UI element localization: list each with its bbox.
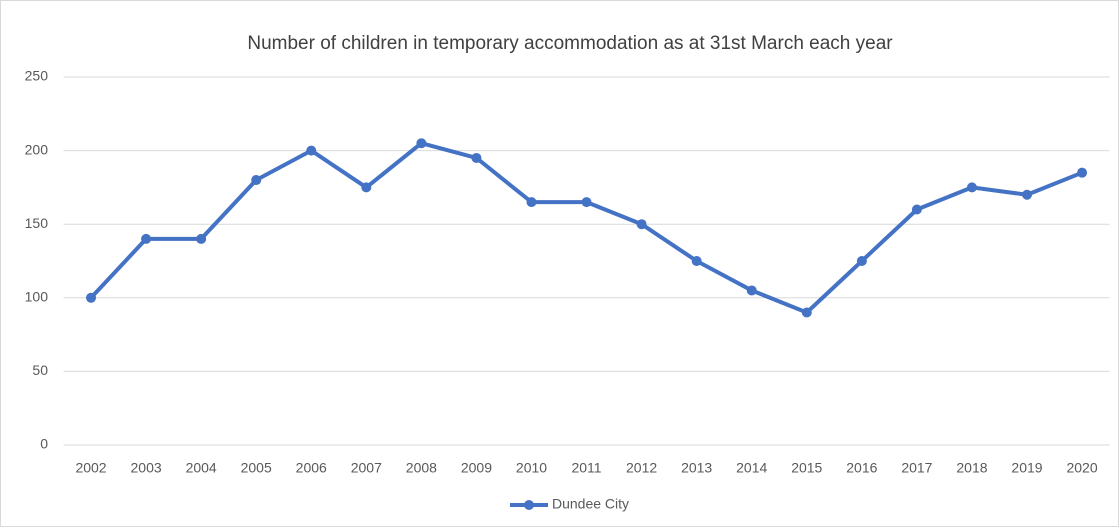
y-tick-label: 200 xyxy=(25,141,49,157)
data-point xyxy=(361,182,372,193)
data-point xyxy=(306,145,317,156)
x-tick-label: 2015 xyxy=(791,460,822,476)
data-point xyxy=(581,197,592,208)
data-point xyxy=(1022,189,1033,200)
x-tick-label: 2013 xyxy=(681,460,712,476)
data-point xyxy=(416,138,427,149)
x-tick-label: 2020 xyxy=(1066,460,1097,476)
y-tick-label: 100 xyxy=(25,289,49,305)
x-tick-label: 2008 xyxy=(406,460,437,476)
x-tick-label: 2006 xyxy=(296,460,327,476)
y-tick-label: 0 xyxy=(40,436,48,452)
data-point xyxy=(636,219,647,230)
data-point xyxy=(966,182,977,193)
x-tick-label: 2002 xyxy=(75,460,106,476)
x-tick-label: 2019 xyxy=(1011,460,1042,476)
legend-marker xyxy=(524,500,534,510)
x-tick-label: 2005 xyxy=(241,460,272,476)
x-tick-label: 2004 xyxy=(186,460,217,476)
data-point xyxy=(86,292,97,303)
data-point xyxy=(911,204,922,215)
y-tick-label: 250 xyxy=(25,68,49,84)
data-point xyxy=(196,233,207,244)
data-point xyxy=(746,285,757,296)
data-point xyxy=(471,152,482,163)
data-point xyxy=(1077,167,1088,178)
data-point xyxy=(691,256,702,266)
x-tick-label: 2018 xyxy=(956,460,987,476)
data-point xyxy=(141,233,152,244)
data-point xyxy=(526,197,537,208)
x-tick-label: 2014 xyxy=(736,460,767,476)
y-tick-label: 150 xyxy=(25,215,49,231)
x-tick-label: 2007 xyxy=(351,460,382,476)
data-point xyxy=(251,175,262,186)
x-tick-label: 2017 xyxy=(901,460,932,476)
x-tick-label: 2011 xyxy=(571,460,601,476)
x-tick-label: 2010 xyxy=(516,460,547,476)
x-tick-label: 2009 xyxy=(461,460,492,476)
x-tick-label: 2012 xyxy=(626,460,657,476)
chart-title: Number of children in temporary accommod… xyxy=(247,33,893,54)
x-tick-label: 2003 xyxy=(131,460,162,476)
data-point xyxy=(801,307,812,318)
data-point xyxy=(856,256,867,266)
y-tick-label: 50 xyxy=(32,362,48,378)
legend-label: Dundee City xyxy=(552,496,629,512)
x-tick-label: 2016 xyxy=(846,460,877,476)
